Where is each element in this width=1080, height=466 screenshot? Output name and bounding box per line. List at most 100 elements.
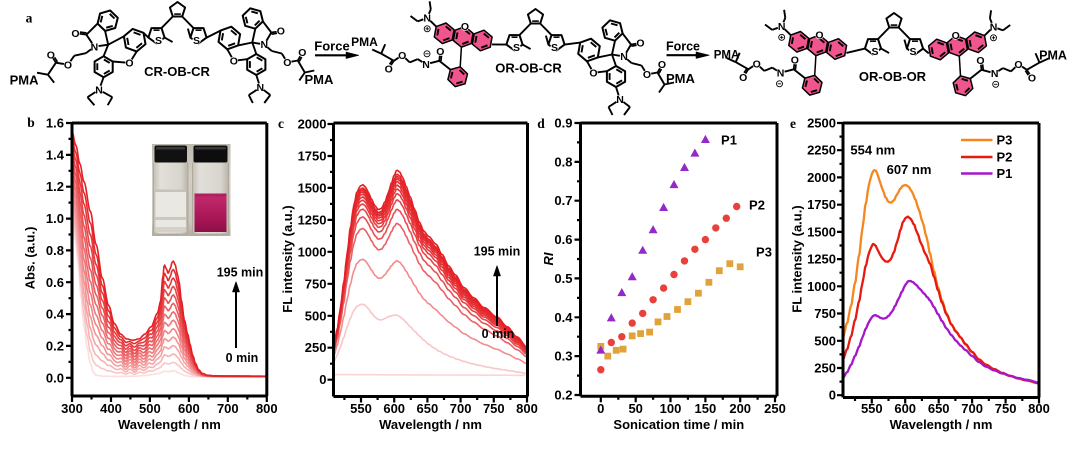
svg-text:0 min: 0 min — [482, 327, 515, 341]
svg-text:O: O — [277, 26, 285, 38]
svg-text:250: 250 — [814, 361, 836, 376]
svg-text:700: 700 — [217, 401, 239, 416]
svg-text:N: N — [91, 41, 99, 53]
svg-text:1.0: 1.0 — [46, 211, 64, 226]
svg-text:1000: 1000 — [298, 244, 327, 259]
svg-text:O: O — [658, 59, 666, 71]
svg-text:1.4: 1.4 — [46, 147, 65, 162]
svg-text:195 min: 195 min — [217, 266, 264, 280]
svg-text:0 min: 0 min — [226, 351, 259, 365]
svg-text:500: 500 — [814, 333, 836, 348]
svg-text:0.5: 0.5 — [554, 271, 572, 286]
svg-text:2000: 2000 — [807, 170, 836, 185]
svg-text:c: c — [278, 116, 284, 131]
svg-text:RI: RI — [541, 252, 556, 265]
svg-text:2000: 2000 — [298, 117, 327, 132]
svg-text:600: 600 — [894, 401, 916, 416]
svg-text:O: O — [298, 47, 306, 59]
svg-text:FL intensity (a.u.): FL intensity (a.u.) — [790, 205, 805, 312]
svg-text:550: 550 — [861, 401, 883, 416]
svg-text:500: 500 — [139, 401, 161, 416]
svg-text:Wavelength / nm: Wavelength / nm — [890, 417, 993, 432]
svg-text:PMA: PMA — [666, 71, 696, 86]
svg-text:OR-OB-CR: OR-OB-CR — [495, 61, 562, 76]
svg-text:O: O — [125, 58, 133, 70]
svg-text:400: 400 — [100, 401, 122, 416]
svg-text:150: 150 — [695, 401, 717, 416]
svg-text:0: 0 — [829, 388, 836, 403]
svg-text:O: O — [47, 49, 55, 61]
svg-text:195 min: 195 min — [474, 245, 521, 259]
svg-text:P3: P3 — [756, 245, 772, 260]
svg-text:P2: P2 — [997, 150, 1013, 165]
svg-text:N: N — [777, 67, 785, 79]
svg-text:0.3: 0.3 — [554, 349, 572, 364]
svg-text:800: 800 — [516, 401, 538, 416]
svg-text:800: 800 — [256, 401, 278, 416]
svg-text:700: 700 — [961, 401, 983, 416]
svg-text:P1: P1 — [997, 166, 1013, 181]
svg-text:N: N — [95, 84, 103, 96]
svg-text:N: N — [423, 12, 431, 24]
svg-text:S: S — [513, 42, 520, 54]
svg-text:S: S — [155, 35, 162, 47]
svg-text:750: 750 — [814, 306, 836, 321]
svg-text:P2: P2 — [749, 198, 765, 213]
svg-text:S: S — [871, 46, 878, 58]
svg-text:200: 200 — [729, 401, 751, 416]
svg-text:50: 50 — [628, 401, 642, 416]
svg-text:Abs. (a.u.): Abs. (a.u.) — [23, 227, 38, 290]
svg-text:750: 750 — [483, 401, 505, 416]
svg-text:b: b — [27, 115, 35, 130]
svg-text:PMA: PMA — [305, 72, 335, 87]
svg-text:O: O — [952, 30, 960, 42]
svg-text:PMA: PMA — [10, 73, 40, 88]
svg-text:0.4: 0.4 — [554, 310, 573, 325]
svg-text:2500: 2500 — [807, 116, 836, 131]
svg-text:0.6: 0.6 — [46, 275, 64, 290]
svg-text:N: N — [990, 21, 998, 33]
svg-text:P1: P1 — [721, 133, 737, 148]
svg-text:650: 650 — [417, 401, 439, 416]
svg-text:a: a — [26, 11, 33, 26]
svg-text:500: 500 — [305, 308, 327, 323]
svg-text:Wavelength / nm: Wavelength / nm — [118, 417, 221, 432]
svg-text:Force: Force — [666, 40, 700, 54]
svg-text:O: O — [461, 21, 469, 33]
svg-text:750: 750 — [995, 401, 1017, 416]
svg-text:554 nm: 554 nm — [850, 143, 895, 158]
svg-text:1250: 1250 — [807, 252, 836, 267]
svg-text:S: S — [909, 46, 916, 58]
svg-text:750: 750 — [305, 276, 327, 291]
svg-text:O: O — [976, 55, 984, 67]
svg-text:100: 100 — [660, 401, 682, 416]
svg-text:PMA: PMA — [714, 50, 740, 62]
svg-text:PMA: PMA — [1039, 49, 1067, 63]
svg-text:O: O — [1014, 59, 1022, 71]
svg-text:600: 600 — [178, 401, 200, 416]
svg-text:0.8: 0.8 — [46, 243, 64, 258]
svg-text:300: 300 — [61, 401, 83, 416]
svg-text:e: e — [790, 116, 796, 131]
svg-text:S: S — [551, 42, 558, 54]
svg-text:250: 250 — [764, 401, 786, 416]
svg-text:0: 0 — [597, 401, 604, 416]
svg-text:N: N — [257, 82, 265, 94]
svg-text:0.7: 0.7 — [554, 193, 572, 208]
svg-text:FL intensity (a.u.): FL intensity (a.u.) — [280, 205, 295, 312]
svg-text:O: O — [1028, 72, 1036, 84]
svg-text:d: d — [537, 116, 545, 131]
svg-text:N: N — [261, 39, 269, 51]
svg-text:O: O — [385, 63, 393, 75]
svg-text:O: O — [739, 72, 747, 84]
svg-text:600: 600 — [383, 401, 405, 416]
svg-text:OR-OB-OR: OR-OB-OR — [859, 69, 927, 84]
svg-text:0.0: 0.0 — [46, 370, 64, 385]
svg-text:1500: 1500 — [298, 180, 327, 195]
svg-text:O: O — [753, 58, 761, 70]
svg-text:O: O — [791, 55, 799, 67]
svg-text:0.2: 0.2 — [46, 338, 64, 353]
svg-text:O: O — [71, 28, 79, 40]
svg-text:S: S — [193, 35, 200, 47]
svg-text:1750: 1750 — [298, 149, 327, 164]
